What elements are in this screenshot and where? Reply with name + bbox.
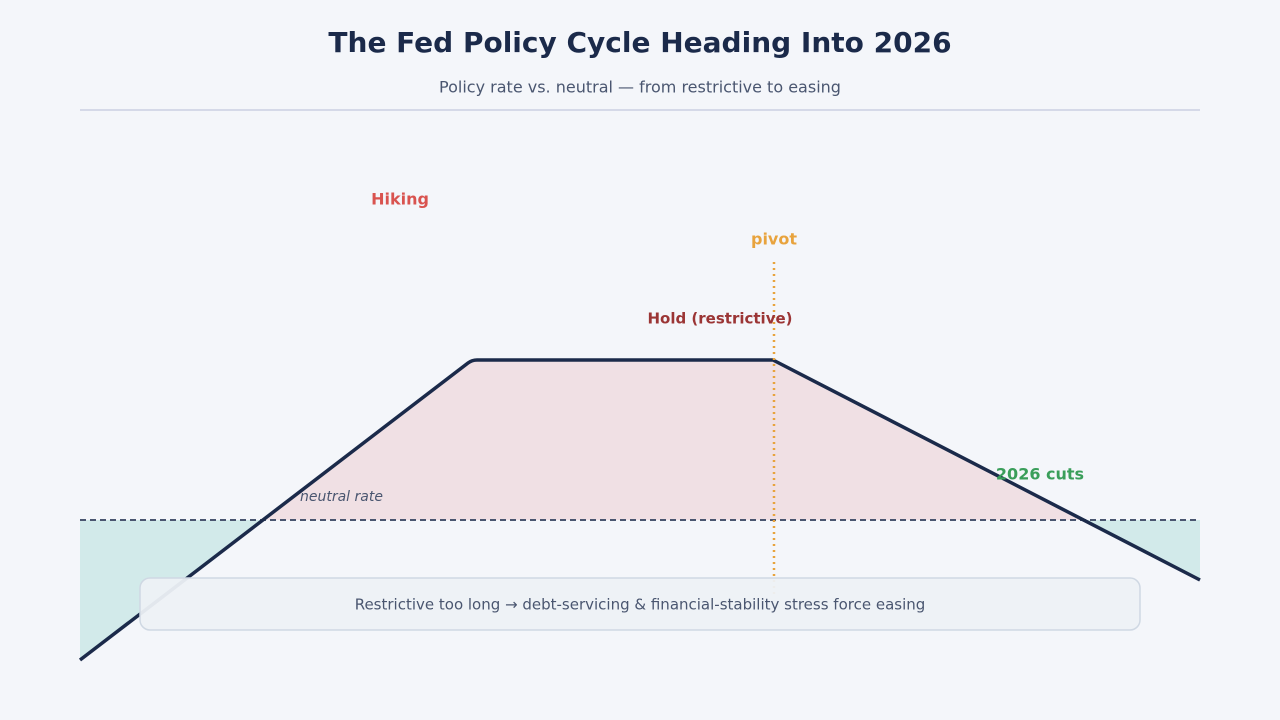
policy-rate-path: [78, 358, 1201, 662]
cuts-label: 2026 cuts: [996, 465, 1084, 484]
pivot-label: pivot: [751, 230, 797, 249]
subtitle: Policy rate vs. neutral — from restricti…: [439, 78, 841, 97]
title: The Fed Policy Cycle Heading Into 2026: [328, 26, 951, 59]
neutral-label: neutral rate: [300, 489, 383, 505]
callout-text: Restrictive too long → debt-servicing & …: [355, 596, 926, 614]
hold-label: Hold (restrictive): [647, 310, 792, 328]
hiking-label: Hiking: [371, 190, 429, 209]
restrictive-area: [263, 360, 1082, 520]
callout-box: [139, 577, 1141, 631]
